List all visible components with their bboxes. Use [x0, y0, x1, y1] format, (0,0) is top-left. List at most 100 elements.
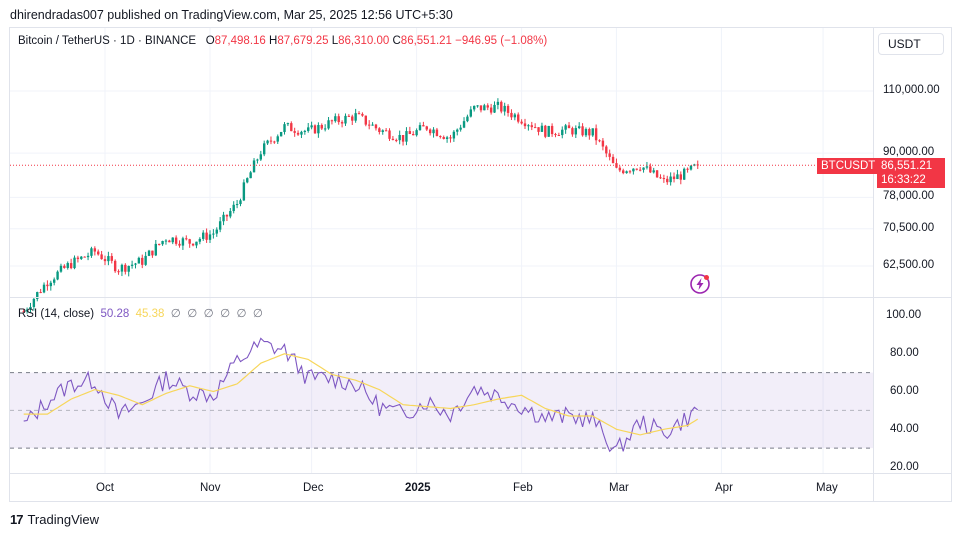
candle-body — [638, 169, 642, 171]
rsi-extra-value: ∅ — [236, 308, 247, 320]
candle — [107, 251, 110, 266]
time-axis-label: Apr — [715, 482, 733, 494]
candle-body — [517, 114, 520, 122]
candle — [222, 211, 225, 226]
candle-body — [49, 282, 53, 287]
lightning-icon[interactable] — [689, 273, 711, 295]
candle — [500, 100, 503, 114]
candle — [493, 101, 496, 113]
candle-body — [466, 116, 469, 122]
candle — [347, 114, 351, 117]
candle — [513, 112, 517, 121]
candle-body — [679, 174, 683, 180]
candle-body — [371, 124, 374, 126]
candle-body — [581, 126, 584, 136]
candle — [49, 280, 53, 291]
candle-body — [357, 113, 361, 115]
symbol-label[interactable]: Bitcoin / TetherUS · 1D · BINANCE — [18, 35, 197, 47]
candle-body — [472, 105, 476, 110]
candle — [269, 136, 273, 145]
candle-body — [598, 140, 601, 142]
candle-body — [110, 256, 113, 261]
high-label: H — [269, 35, 278, 47]
candle-body — [513, 114, 517, 118]
candle — [229, 208, 232, 219]
candle-body — [66, 263, 69, 268]
candle-body — [113, 260, 117, 272]
candle — [141, 254, 144, 269]
candle — [100, 250, 103, 260]
candle — [361, 112, 364, 117]
candle-body — [174, 237, 178, 244]
candle-body — [649, 166, 652, 173]
candle-body — [327, 120, 330, 129]
candle — [317, 122, 320, 138]
candle — [584, 127, 588, 138]
candle-body — [235, 204, 239, 206]
candle-body — [273, 141, 276, 143]
candle-body — [134, 263, 137, 265]
rsi-extra-value: ∅ — [170, 308, 181, 320]
candle — [246, 177, 249, 184]
candle — [191, 243, 195, 247]
candle-body — [557, 135, 561, 137]
candle-body — [571, 128, 574, 135]
candle-body — [286, 123, 290, 125]
candle-body — [120, 264, 124, 272]
candle-body — [279, 132, 283, 137]
candle-body — [428, 129, 432, 134]
candle-body — [25, 309, 29, 312]
candle-body — [442, 137, 445, 139]
candle — [649, 163, 652, 174]
low-value: 86,310.00 — [338, 35, 390, 47]
candle-body — [283, 124, 286, 133]
rsi-label[interactable]: RSI (14, close) — [18, 308, 95, 320]
candle-body — [195, 241, 198, 246]
candle — [215, 227, 218, 237]
candle — [418, 122, 422, 131]
candle-body — [252, 160, 256, 173]
candle-body — [276, 136, 279, 142]
candle-body — [39, 292, 42, 294]
candle — [547, 125, 550, 137]
candle — [567, 122, 571, 129]
candle — [52, 277, 56, 286]
candle — [483, 103, 486, 111]
candle — [445, 135, 449, 143]
candle-body — [503, 105, 506, 112]
candle — [69, 258, 73, 270]
open-value: 87,498.16 — [214, 35, 266, 47]
currency-unit-button[interactable]: USDT — [878, 33, 944, 55]
candle — [262, 140, 266, 157]
candle — [39, 288, 42, 294]
candle — [157, 243, 161, 246]
candle — [252, 158, 256, 173]
candle — [73, 255, 76, 270]
rsi-tick-label: 40.00 — [890, 423, 919, 435]
candle — [432, 127, 435, 138]
candle — [622, 168, 625, 175]
candle — [581, 123, 584, 137]
candle-body — [537, 127, 540, 132]
last-price-tag: 86,551.21 — [877, 158, 945, 174]
candle — [689, 165, 693, 171]
candle — [364, 115, 368, 127]
candle-body — [124, 264, 127, 272]
candle-body — [323, 128, 327, 130]
footer-brand[interactable]: 17 TradingView — [10, 512, 99, 527]
candle-body — [605, 146, 608, 154]
candle-body — [388, 130, 391, 139]
candle — [174, 235, 178, 246]
candle — [476, 105, 479, 108]
candle — [669, 172, 672, 186]
candle — [313, 124, 317, 134]
candle — [137, 256, 141, 264]
candle — [83, 256, 86, 258]
candle-body — [63, 265, 66, 268]
candle — [588, 127, 591, 140]
candle-body — [22, 311, 25, 313]
candle — [442, 135, 445, 140]
candle-body — [222, 214, 225, 222]
time-axis-label: Mar — [609, 482, 629, 494]
